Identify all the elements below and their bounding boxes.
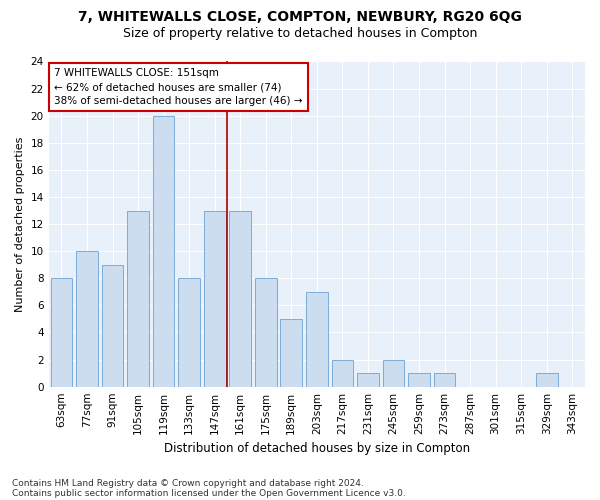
Bar	[178, 278, 200, 386]
Bar	[383, 360, 404, 386]
Bar	[332, 360, 353, 386]
Bar	[76, 251, 98, 386]
Bar	[306, 292, 328, 386]
Bar	[229, 210, 251, 386]
Bar	[434, 373, 455, 386]
Bar	[153, 116, 175, 386]
Text: Size of property relative to detached houses in Compton: Size of property relative to detached ho…	[123, 28, 477, 40]
Text: Contains public sector information licensed under the Open Government Licence v3: Contains public sector information licen…	[12, 488, 406, 498]
Text: Contains HM Land Registry data © Crown copyright and database right 2024.: Contains HM Land Registry data © Crown c…	[12, 478, 364, 488]
X-axis label: Distribution of detached houses by size in Compton: Distribution of detached houses by size …	[164, 442, 470, 455]
Bar	[280, 319, 302, 386]
Text: 7 WHITEWALLS CLOSE: 151sqm
← 62% of detached houses are smaller (74)
38% of semi: 7 WHITEWALLS CLOSE: 151sqm ← 62% of deta…	[54, 68, 302, 106]
Bar	[408, 373, 430, 386]
Bar	[255, 278, 277, 386]
Bar	[50, 278, 72, 386]
Bar	[536, 373, 557, 386]
Bar	[204, 210, 226, 386]
Y-axis label: Number of detached properties: Number of detached properties	[15, 136, 25, 312]
Bar	[101, 264, 124, 386]
Bar	[357, 373, 379, 386]
Bar	[127, 210, 149, 386]
Text: 7, WHITEWALLS CLOSE, COMPTON, NEWBURY, RG20 6QG: 7, WHITEWALLS CLOSE, COMPTON, NEWBURY, R…	[78, 10, 522, 24]
